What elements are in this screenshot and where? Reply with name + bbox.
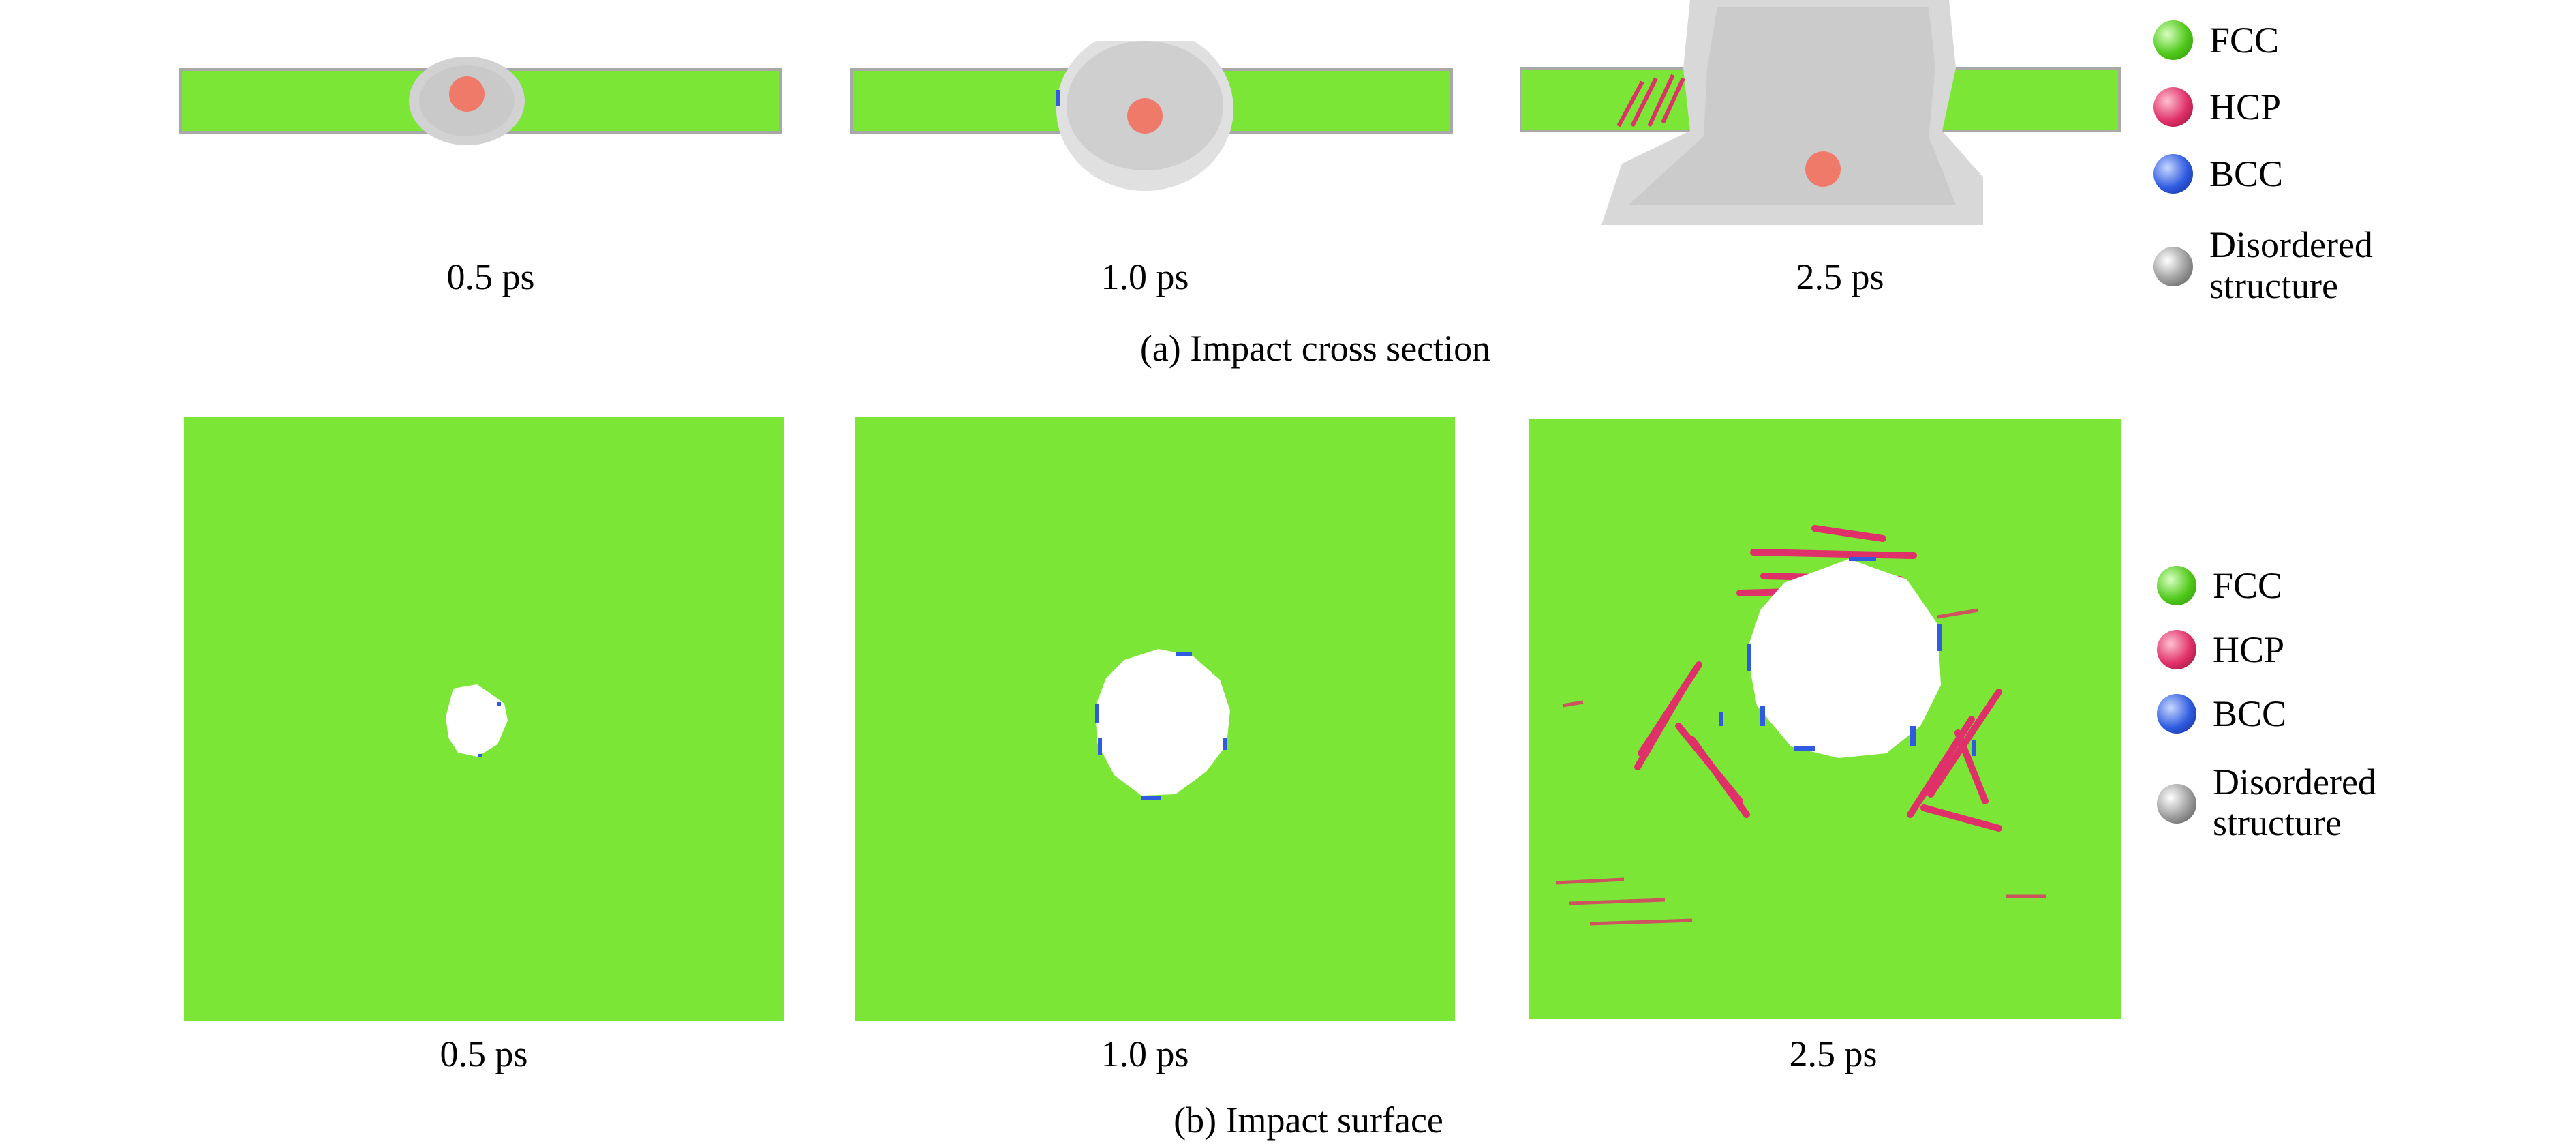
legend-b: FCC HCP BCC Disordered structure [2157, 566, 2539, 852]
caption-a: (a) Impact cross section [1139, 328, 1491, 369]
hcp-ball-icon [2153, 87, 2193, 127]
disordered-ball-icon [2157, 784, 2196, 824]
bcc-ball-icon [2157, 694, 2196, 734]
cross-section-2.5ps [1520, 0, 2121, 225]
fcc-ball-icon [2157, 566, 2196, 605]
hcp-ball-icon [2157, 630, 2196, 669]
surface-0.5ps [184, 417, 784, 1021]
cross-section-0.5ps [179, 57, 782, 145]
time-label-a-1: 0.5 ps [446, 256, 535, 297]
time-label-b-3: 2.5 ps [1789, 1033, 1877, 1074]
surface-1.0ps [855, 417, 1455, 1021]
time-label-a-2: 1.0 ps [1101, 256, 1189, 297]
time-label-b-1: 0.5 ps [440, 1033, 528, 1074]
caption-b: (b) Impact surface [1174, 1100, 1443, 1141]
bcc-ball-icon [2153, 154, 2193, 194]
surface-2.5ps [1529, 419, 2121, 1019]
time-label-b-2: 1.0 ps [1101, 1033, 1189, 1074]
time-label-a-3: 2.5 ps [1796, 256, 1884, 297]
legend-a: FCC HCP BCC Disordered structure [2153, 20, 2535, 307]
disordered-ball-icon [2153, 247, 2193, 286]
fcc-ball-icon [2153, 20, 2193, 60]
cross-section-1.0ps [850, 41, 1453, 191]
